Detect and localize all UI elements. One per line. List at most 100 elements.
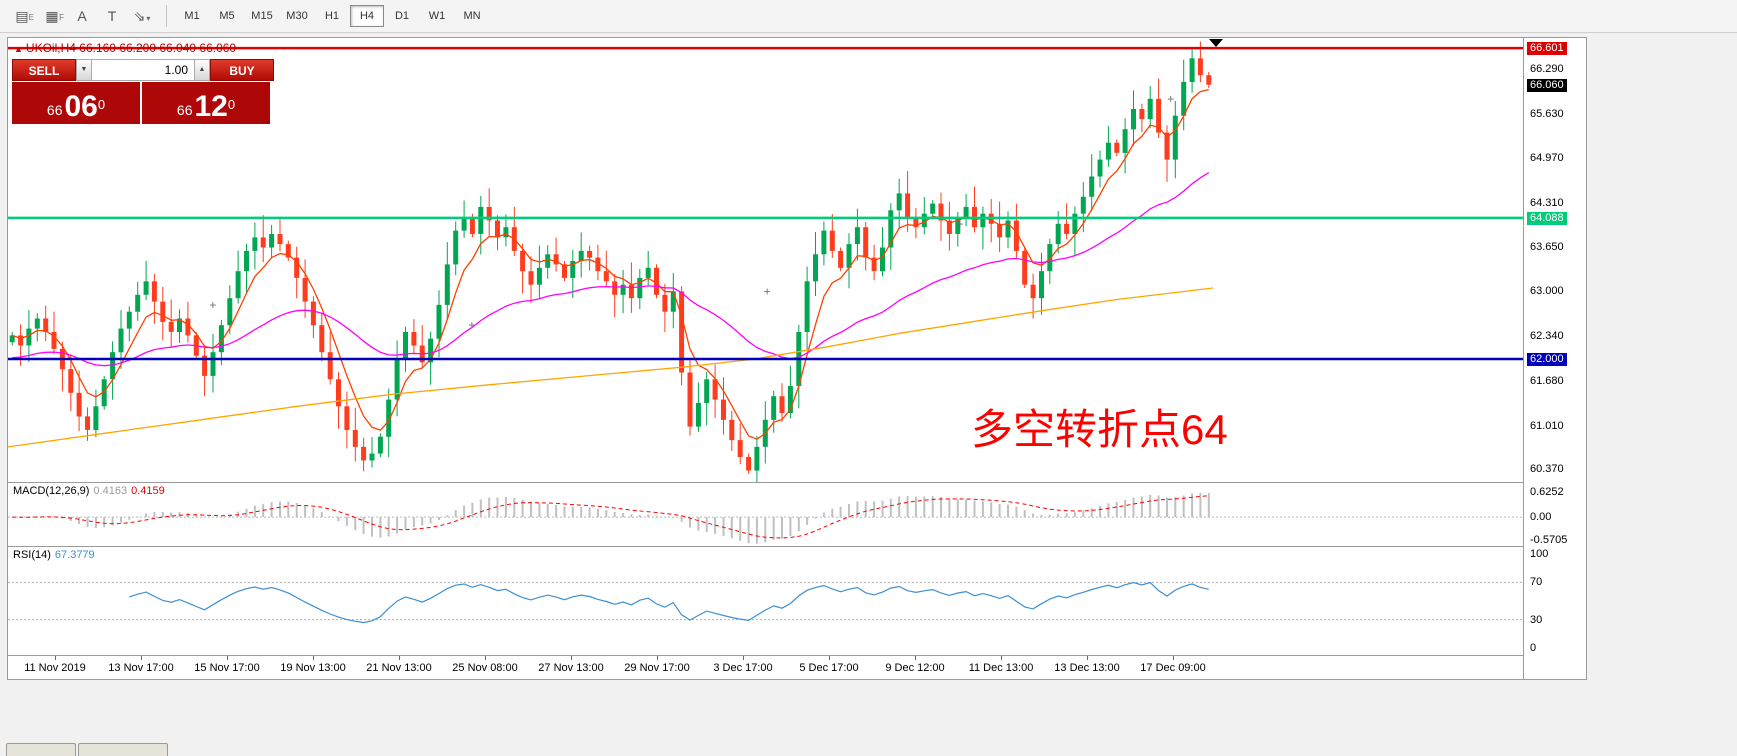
plus-marker: +: [956, 217, 963, 231]
candle: [43, 318, 49, 332]
scroll-end-marker[interactable]: [1209, 39, 1223, 47]
candle: [386, 399, 392, 437]
candle: [779, 396, 785, 414]
bid-sup: 0: [97, 97, 106, 112]
timeframe-button-m30[interactable]: M30: [286, 10, 308, 22]
rsi-value: 67.3779: [54, 549, 95, 561]
macd-axis-label: 0.00: [1530, 511, 1552, 523]
timeframe-button-m15[interactable]: M15: [251, 10, 273, 22]
candle: [921, 213, 927, 228]
candle: [746, 457, 752, 471]
quantity-input[interactable]: [92, 59, 194, 81]
time-axis-label: 29 Nov 17:00: [624, 662, 690, 674]
time-axis-label: 15 Nov 17:00: [194, 662, 260, 674]
timeframe-button-h1[interactable]: H1: [324, 10, 340, 22]
candle: [352, 430, 358, 447]
chart-shortcut-icon[interactable]: ▤ E: [15, 8, 34, 24]
candle: [595, 257, 601, 272]
timeframe-button-mn[interactable]: MN: [463, 10, 481, 22]
time-tick: [571, 656, 572, 660]
candle: [436, 304, 442, 339]
rsi-panel-svg[interactable]: [8, 547, 1523, 655]
candle: [1047, 244, 1053, 272]
candle: [461, 217, 467, 231]
bid-price-panel[interactable]: 66 06 0: [12, 82, 140, 124]
candle: [754, 446, 760, 471]
candle: [160, 301, 166, 322]
candle: [620, 284, 626, 295]
timeframe-button-w1[interactable]: W1: [428, 10, 446, 22]
candle: [394, 359, 400, 400]
chart-title: ▲ UKOil,H4 66.160 66.200 66.040 66.060: [14, 41, 236, 55]
chart-tab[interactable]: [6, 743, 76, 756]
candle: [210, 352, 216, 376]
candle: [495, 220, 500, 238]
timeframe-button-h4[interactable]: H4: [350, 5, 384, 27]
candle: [896, 193, 902, 211]
ask-sup: 0: [227, 97, 236, 112]
grid-shortcut-icon[interactable]: ▦ F: [45, 8, 64, 24]
main-chart-svg[interactable]: + + + + +: [8, 38, 1523, 482]
candle: [729, 419, 735, 441]
timeframe-button-m5[interactable]: M5: [219, 10, 235, 22]
rsi-axis-label: 30: [1530, 614, 1543, 626]
timeframe-button-d1[interactable]: D1: [394, 10, 410, 22]
price-axis-label: 62.340: [1530, 330, 1564, 342]
price-axis-label: 61.680: [1530, 375, 1564, 387]
candle: [905, 193, 911, 218]
chart-tab[interactable]: [78, 743, 168, 756]
chart-quote: 66.160 66.200 66.040 66.060: [79, 41, 237, 55]
macd-name: MACD(12,26,9): [13, 485, 90, 497]
price-axis-label: 63.650: [1530, 241, 1564, 253]
candle: [813, 254, 818, 282]
candle: [1039, 271, 1044, 299]
candle: [1156, 98, 1162, 133]
candle: [244, 250, 249, 272]
qty-dropdown-button[interactable]: ▼: [76, 59, 92, 81]
time-tick: [485, 656, 486, 660]
time-tick: [399, 656, 400, 660]
buy-button[interactable]: BUY: [210, 59, 274, 81]
text-tool-icon[interactable]: T: [107, 8, 117, 24]
candle: [336, 379, 341, 407]
panel-splitter[interactable]: [8, 546, 1523, 547]
candle: [453, 230, 459, 265]
ask-price-panel[interactable]: 66 12 0: [142, 82, 270, 124]
candle: [227, 298, 233, 326]
candle: [712, 379, 718, 400]
candle: [520, 250, 526, 272]
ask-prefix: 66: [176, 102, 193, 118]
candle: [829, 230, 835, 251]
chart-tabs-bar: [6, 743, 168, 756]
candle: [787, 386, 793, 413]
label-tool-icon[interactable]: A: [77, 8, 87, 24]
candle: [185, 318, 191, 336]
qty-up-button[interactable]: ▲: [194, 59, 210, 81]
candle: [1181, 81, 1187, 116]
candle: [1064, 223, 1070, 234]
candle: [269, 234, 275, 248]
time-tick: [657, 656, 658, 660]
candle: [880, 247, 885, 272]
timeframe-button-m1[interactable]: M1: [184, 10, 200, 22]
candle: [1189, 58, 1195, 82]
time-axis-label: 13 Nov 17:00: [108, 662, 174, 674]
candle: [135, 294, 141, 312]
sell-button[interactable]: SELL: [12, 59, 76, 81]
candle: [737, 440, 743, 457]
candle: [637, 277, 643, 299]
time-tick: [915, 656, 916, 660]
time-axis-label: 17 Dec 09:00: [1140, 662, 1206, 674]
candle: [68, 369, 74, 393]
candle: [930, 203, 936, 214]
candle: [963, 206, 969, 217]
candle: [503, 227, 509, 238]
macd-panel-svg[interactable]: [8, 483, 1523, 546]
candle: [218, 325, 224, 353]
candle: [645, 267, 651, 278]
rsi-axis-label: 100: [1530, 548, 1549, 560]
time-axis[interactable]: 11 Nov 2019 13 Nov 17:00 15 Nov 17:00 19 No…: [8, 656, 1523, 679]
draw-tool-icon[interactable]: ⇘▾: [133, 8, 151, 24]
panel-splitter[interactable]: [8, 482, 1523, 483]
price-axis-label: 62.000: [1527, 353, 1567, 366]
